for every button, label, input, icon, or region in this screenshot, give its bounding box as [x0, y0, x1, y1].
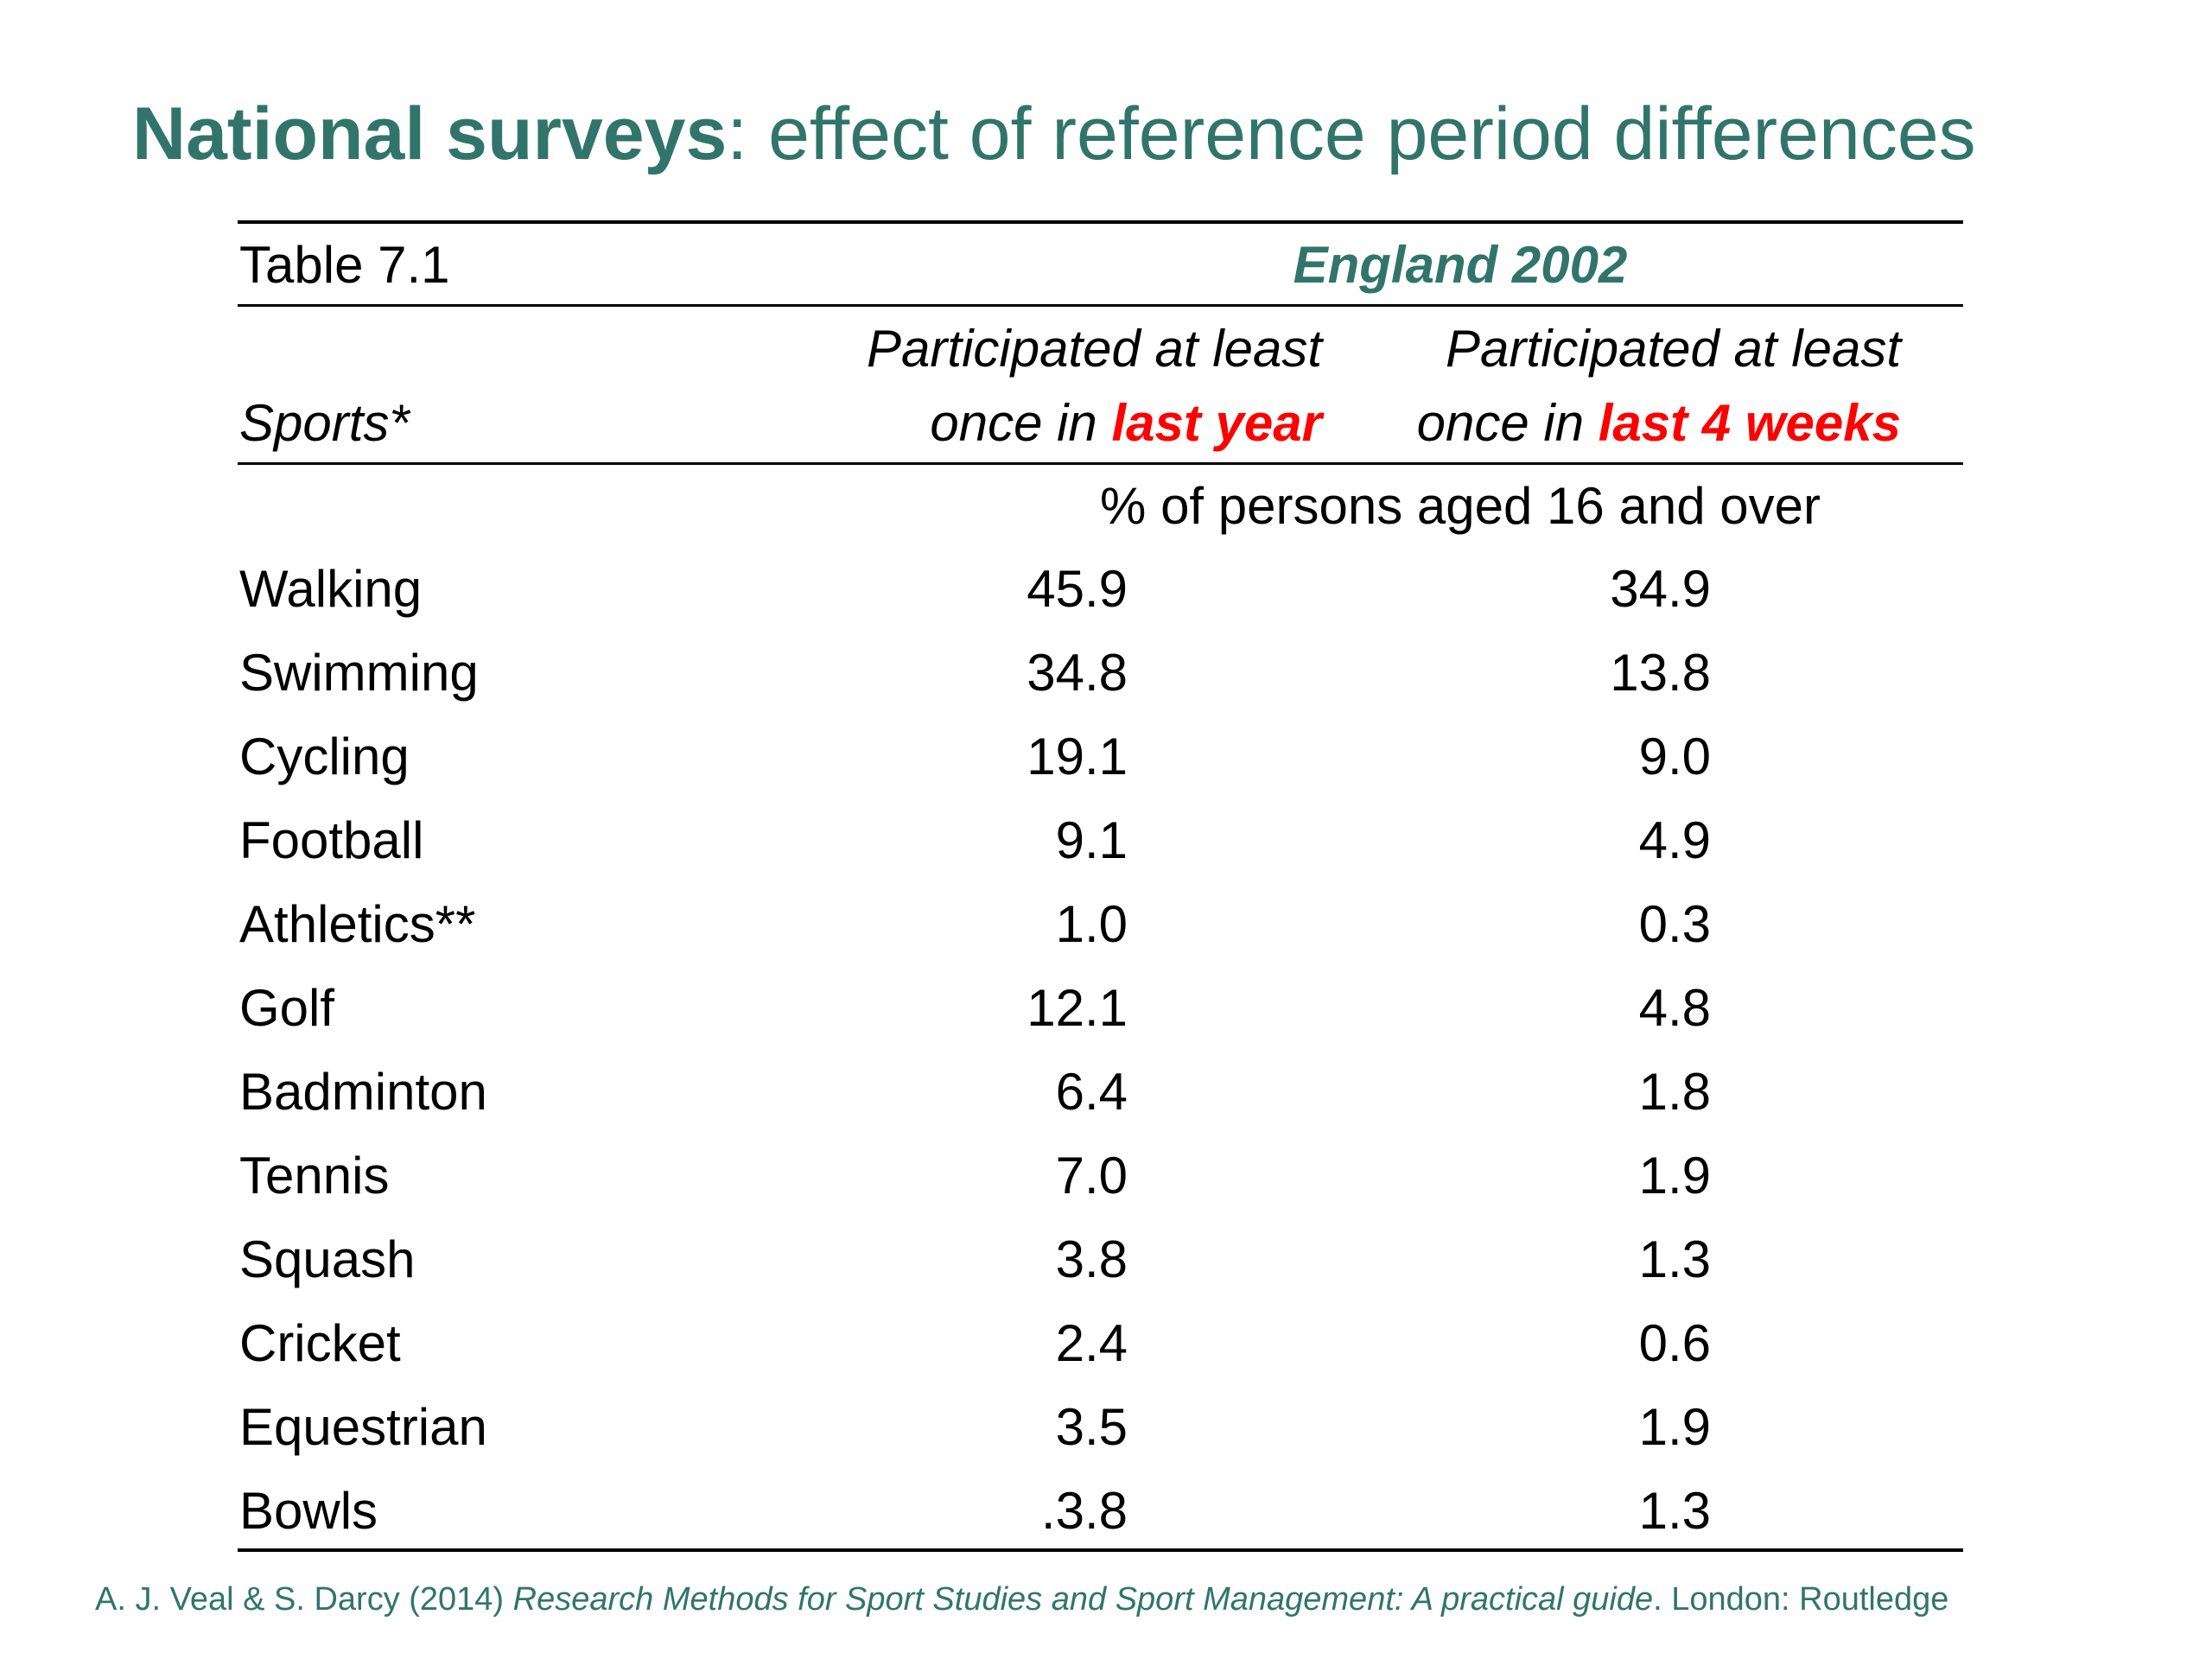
- table-body: Walking 45.9 34.9 Swimming 34.8 13.8 Cyc…: [0, 558, 2212, 1564]
- table-row: Badminton 6.4 1.8: [0, 1061, 2212, 1145]
- value-last-4-weeks: 1.8: [1638, 1063, 1711, 1121]
- column-header-last-4-weeks-prefix: once in: [1416, 394, 1599, 452]
- table-bottom-rule: [238, 1548, 1963, 1552]
- table-row: Squash 3.8 1.3: [0, 1229, 2212, 1313]
- column-header-last-4-weeks-line1: Participated at least: [1446, 320, 1901, 378]
- table-row: Cricket 2.4 0.6: [0, 1313, 2212, 1396]
- table-row: Cycling 19.1 9.0: [0, 726, 2212, 810]
- value-last-4-weeks: 4.9: [1638, 811, 1711, 869]
- value-last-4-weeks: 1.9: [1638, 1398, 1711, 1456]
- value-last-year: 1.0: [1055, 895, 1128, 953]
- sport-name: Cycling: [239, 728, 410, 785]
- slide-title: National surveys: effect of reference pe…: [132, 86, 1976, 181]
- sport-name: Squash: [239, 1230, 416, 1288]
- sport-name: Swimming: [239, 644, 479, 702]
- value-last-year: 7.0: [1055, 1147, 1128, 1205]
- value-last-4-weeks: 1.3: [1638, 1482, 1711, 1540]
- value-last-4-weeks: 0.3: [1638, 895, 1711, 953]
- table-country-year: England 2002: [1293, 236, 1628, 294]
- value-last-year: 2.4: [1055, 1314, 1128, 1372]
- table-row: Equestrian 3.5 1.9: [0, 1396, 2212, 1480]
- value-last-year: 3.8: [1055, 1230, 1128, 1288]
- table-row: Walking 45.9 34.9: [0, 558, 2212, 642]
- sport-name: Walking: [239, 560, 423, 618]
- sport-name: Bowls: [239, 1482, 378, 1540]
- table-mid-rule: [238, 304, 1963, 307]
- value-last-year: 9.1: [1055, 811, 1128, 869]
- value-last-4-weeks: 1.9: [1638, 1147, 1711, 1205]
- table-row: Swimming 34.8 13.8: [0, 642, 2212, 726]
- slide-title-bold: National surveys: [132, 92, 728, 175]
- table-row: Athletics** 1.0 0.3: [0, 893, 2212, 977]
- sport-name: Cricket: [239, 1314, 401, 1372]
- column-header-last-year-line2: once in last year: [544, 392, 1322, 454]
- value-last-year: .3.8: [1040, 1482, 1128, 1540]
- table-header-rule: [238, 462, 1963, 465]
- column-header-last-4-weeks-line2: once in last 4 weeks: [1123, 392, 1901, 454]
- value-last-year: 12.1: [1027, 979, 1128, 1037]
- column-header-last-4-weeks-highlight: last 4 weeks: [1598, 394, 1901, 452]
- row-header-sports: Sports*: [239, 394, 410, 452]
- source-publisher: . London: Routledge: [1653, 1581, 1949, 1618]
- table-row: Golf 12.1 4.8: [0, 977, 2212, 1061]
- value-last-year: 3.5: [1055, 1398, 1128, 1456]
- source-book-title: Research Methods for Sport Studies and S…: [512, 1581, 1654, 1618]
- table-top-rule: [238, 220, 1963, 224]
- value-last-4-weeks: 0.6: [1638, 1314, 1711, 1372]
- column-header-last-year-line1: Participated at least: [867, 320, 1322, 378]
- sport-name: Football: [239, 811, 424, 869]
- value-last-year: 45.9: [1027, 560, 1128, 618]
- value-last-year: 19.1: [1027, 728, 1128, 785]
- value-last-4-weeks: 34.9: [1610, 560, 1711, 618]
- value-last-4-weeks: 4.8: [1638, 979, 1711, 1037]
- sport-name: Tennis: [239, 1147, 390, 1205]
- value-last-year: 34.8: [1027, 644, 1128, 702]
- table-label: Table 7.1: [239, 236, 450, 294]
- unit-note: % of persons aged 16 and over: [1100, 477, 1821, 535]
- column-header-last-year-highlight: last year: [1111, 394, 1322, 452]
- column-header-last-year-prefix: once in: [930, 394, 1112, 452]
- value-last-4-weeks: 13.8: [1610, 644, 1711, 702]
- table-row: Tennis 7.0 1.9: [0, 1145, 2212, 1229]
- table-row: Bowls .3.8 1.3: [0, 1480, 2212, 1564]
- table-row: Football 9.1 4.9: [0, 810, 2212, 893]
- sport-name: Athletics**: [239, 895, 476, 953]
- slide-title-rest: : effect of reference period differences: [727, 92, 1976, 175]
- sport-name: Golf: [239, 979, 335, 1037]
- source-citation: A. J. Veal & S. Darcy (2014) Research Me…: [95, 1580, 1948, 1619]
- value-last-year: 6.4: [1055, 1063, 1128, 1121]
- value-last-4-weeks: 1.3: [1638, 1230, 1711, 1288]
- sport-name: Equestrian: [239, 1398, 487, 1456]
- source-authors: A. J. Veal & S. Darcy (2014): [95, 1581, 513, 1618]
- sport-name: Badminton: [239, 1063, 487, 1121]
- value-last-4-weeks: 9.0: [1638, 728, 1711, 785]
